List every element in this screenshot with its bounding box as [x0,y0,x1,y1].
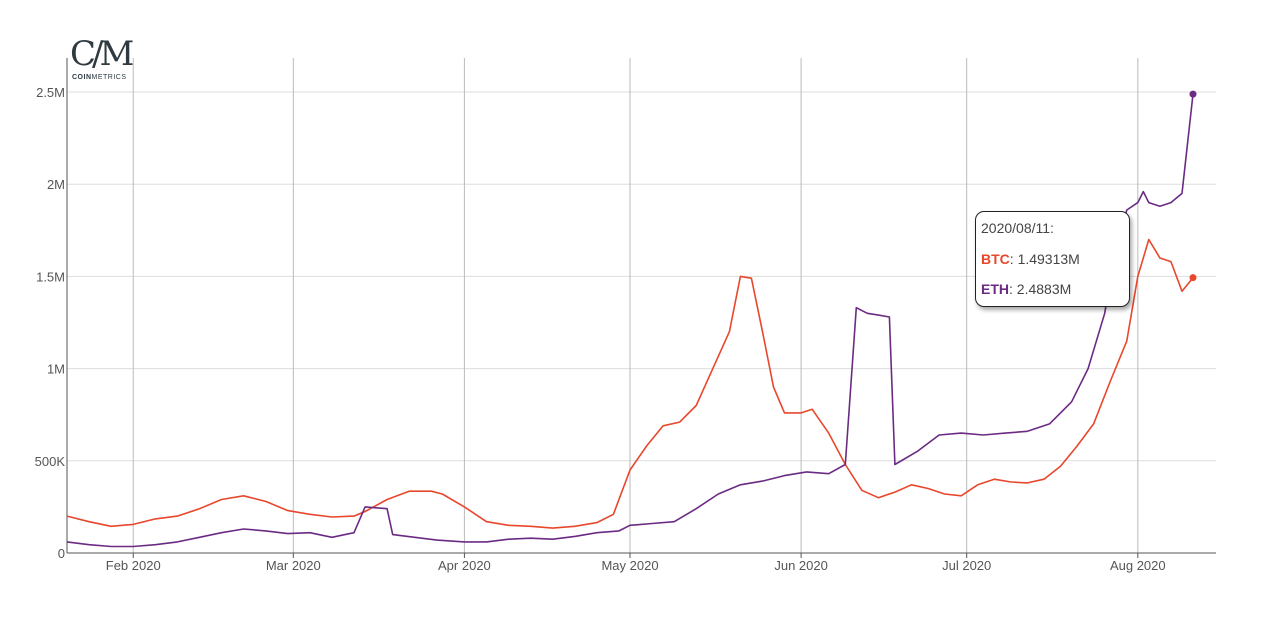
tooltip-separator: : [1009,281,1017,297]
tooltip-series-value: 1.49313M [1017,251,1080,267]
series-end-point-eth [1189,90,1197,98]
tooltip-series-name: ETH [981,281,1009,297]
tooltip-row-btc: BTC: 1.49313M [981,251,1080,267]
series-lines [66,94,1194,548]
series-end-point-btc [1189,274,1197,282]
x-tick-label: Apr 2020 [438,558,491,573]
tooltip-separator: : [1009,251,1018,267]
series-line-eth [66,94,1194,548]
tooltip-series-name: BTC [981,251,1010,267]
logo-wordmark-rest: METRICS [91,74,127,81]
x-tick-label: Feb 2020 [106,558,161,573]
logo-wordmark-bold: COIN [72,74,92,81]
tooltip-row-eth: ETH: 2.4883M [981,281,1071,297]
series-line-btc [66,238,1194,529]
tooltip-date: 2020/08/11: [981,220,1054,236]
y-tick-label: 1.5M [36,269,65,284]
gridlines [67,58,1216,553]
tooltip-series-value: 2.4883M [1016,281,1072,297]
x-tick-label: Mar 2020 [266,558,321,573]
logo-mark: C/M [70,34,134,74]
x-tick-label: Aug 2020 [1110,558,1166,573]
x-tick-label: Jun 2020 [774,558,828,573]
y-tick-label: 1M [47,362,65,377]
coinmetrics-logo: C/M COINMETRICS [70,36,134,86]
y-tick-label: 2M [47,177,65,192]
x-tick-label: Jul 2020 [942,558,991,573]
axes: 0 500K 1M 1.5M 2M 2.5M Feb 2020 Mar 2020 Apr 202… [35,58,1216,573]
y-tick-label: 0 [58,546,65,561]
x-tick-label: May 2020 [601,558,658,573]
y-tick-label: 500K [35,454,66,469]
y-tick-label: 2.5M [36,85,65,100]
end-markers [1189,90,1197,282]
chart-tooltip: 2020/08/11: BTC: 1.49313M ETH: 2.4883M [975,211,1130,307]
logo-wordmark: COINMETRICS [72,74,127,81]
